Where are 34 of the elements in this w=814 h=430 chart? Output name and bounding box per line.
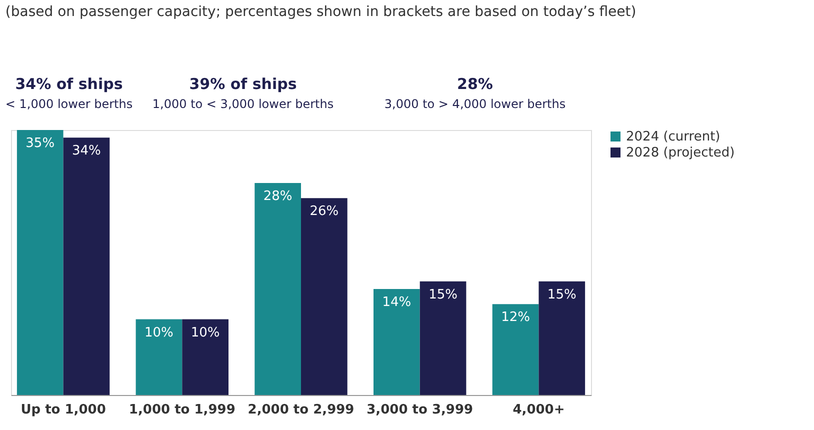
text: 1,000 to < 3,000 lower berths [152,97,334,111]
bar [136,319,182,395]
bar [374,289,420,395]
data-label: 10% [144,325,174,340]
data-label: 10% [190,325,220,340]
x-tick-label: 3,000 to 3,999 [366,402,474,418]
data-label: 15% [547,287,576,302]
x-tick-label: 4,000+ [512,402,565,418]
bar [254,183,301,395]
bar [538,281,586,395]
bar [63,138,110,395]
text: 34% of ships [15,75,123,93]
data-label: 35% [26,136,55,151]
bar [182,319,228,395]
legend-label: 2028 (projected) [626,146,735,160]
data-label: 12% [501,310,530,326]
data-label: 28% [263,189,292,204]
bar [16,130,64,395]
legend-label: 2024 (current) [626,130,720,144]
text: < 1,000 lower berths [5,97,133,111]
x-tick-label: Up to 1,000 [20,402,106,418]
bar [492,304,539,395]
text: 39% of ships [189,75,297,93]
x-tick-label: 1,000 to 1,999 [128,402,236,418]
text: 3,000 to > 4,000 lower berths [384,97,566,111]
chart-subtitle: (based on passenger capacity; percentages shown in brackets are based on today’s fleet) [5,4,636,20]
data-label: 34% [72,144,101,159]
bar [420,281,466,395]
bar [301,198,348,395]
x-tick-label: 2,000 to 2,999 [248,402,354,418]
text: 28% [457,75,493,93]
data-label: 26% [310,204,339,220]
data-label: 14% [382,295,412,310]
data-label: 15% [428,287,458,302]
